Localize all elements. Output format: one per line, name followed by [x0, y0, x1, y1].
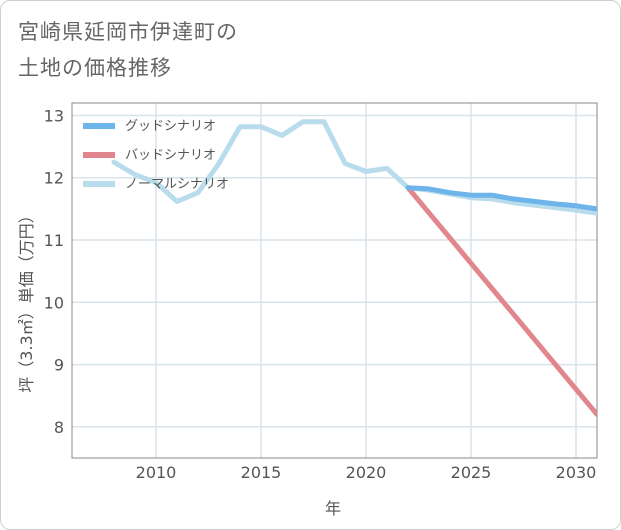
- x-tick-label-2030: 2030: [556, 463, 597, 482]
- series-line-2: [111, 119, 597, 216]
- x-tick-label-2010: 2010: [136, 463, 177, 482]
- series-line-0: [405, 185, 597, 212]
- chart-title: 宮崎県延岡市伊達町の 土地の価格推移: [18, 14, 238, 86]
- y-tick-label-12: 12: [44, 169, 64, 188]
- y-tick-label-10: 10: [44, 293, 64, 312]
- y-axis-label: 坪（3.3㎡）単価（万円）: [17, 207, 36, 392]
- y-tick-label-13: 13: [44, 106, 64, 125]
- y-tick-label-11: 11: [44, 231, 64, 250]
- legend-label-0: グッドシナリオ: [125, 119, 216, 134]
- x-tick-label-2025: 2025: [451, 463, 492, 482]
- title-line-2: 土地の価格推移: [18, 56, 172, 80]
- series-group: [111, 119, 597, 417]
- tick-labels: 2010 2015 2020 2025 2030 8 9 10 11 12 13: [44, 106, 597, 482]
- y-tick-label-8: 8: [54, 418, 64, 437]
- x-axis-label: 年: [325, 499, 341, 518]
- x-tick-label-2020: 2020: [346, 463, 387, 482]
- grid-lines: [72, 103, 597, 458]
- series-line-1: [405, 185, 597, 417]
- legend-label-2: ノーマルシナリオ: [125, 177, 229, 192]
- plot-area-border: [71, 102, 598, 459]
- x-tick-label-2015: 2015: [241, 463, 282, 482]
- legend-label-1: バッドシナリオ: [125, 148, 216, 163]
- y-tick-label-9: 9: [54, 356, 64, 375]
- title-line-1: 宮崎県延岡市伊達町の: [18, 20, 238, 44]
